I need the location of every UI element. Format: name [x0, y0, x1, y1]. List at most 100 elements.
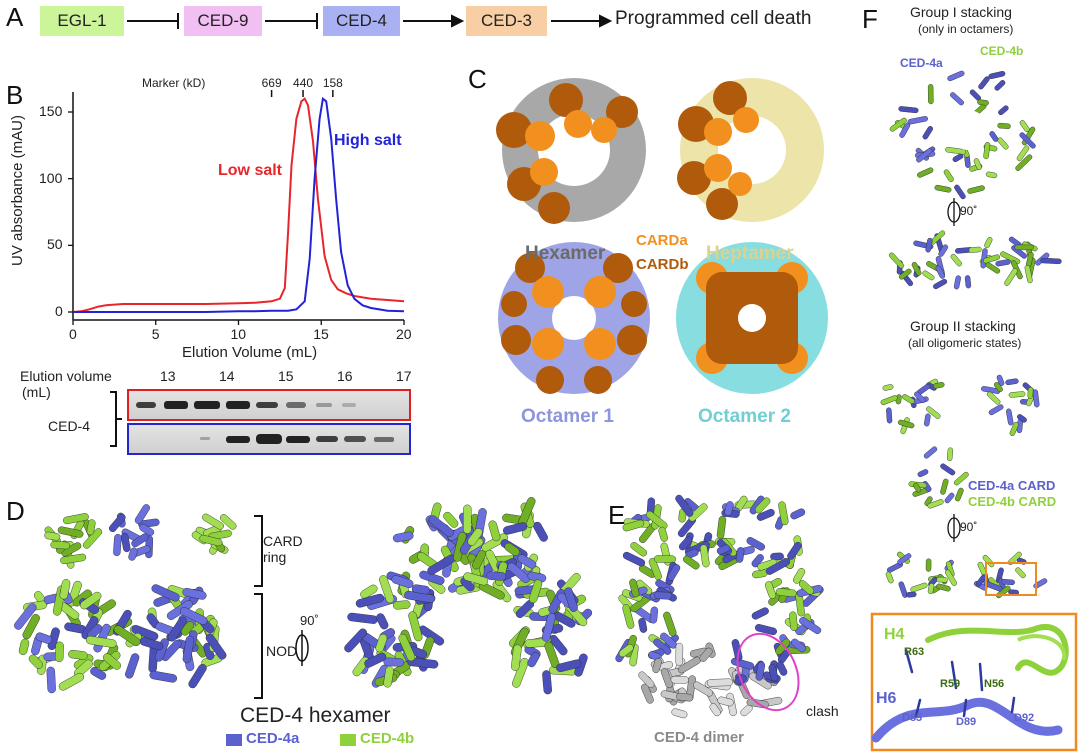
group1-top-view	[889, 70, 1036, 200]
zoom-h6: H6	[876, 690, 897, 707]
label-cardb: CARDb	[636, 256, 689, 273]
panel-label-f: F	[862, 4, 878, 34]
x-tick-label: 10	[230, 326, 247, 342]
node-ced4: CED-4	[323, 6, 400, 36]
x-tick-label: 0	[69, 326, 77, 342]
node-ced4-label: CED-4	[335, 11, 387, 30]
legend-low-salt: Low salt	[218, 162, 283, 179]
group2-subtitle: (all oligomeric states)	[908, 336, 1022, 350]
label-dimer: CED-4 dimer	[654, 729, 745, 746]
group1-title: Group I stacking	[910, 4, 1012, 20]
panel-label-d: D	[6, 496, 25, 526]
y-tick-label: 150	[39, 103, 63, 119]
hexamer-title: CED-4 hexamer	[240, 704, 391, 727]
residue-r63: R63	[904, 646, 925, 658]
legend-ced4b: CED-4b	[360, 730, 415, 747]
hexamer-structures	[14, 497, 593, 699]
node-egl1-label: EGL-1	[57, 11, 107, 30]
hexamer-side-view	[14, 504, 237, 694]
label-hexamer: Hexamer	[525, 243, 606, 264]
gel-title: Elution volume	[20, 368, 112, 384]
card-stacking-structures	[870, 70, 1078, 752]
dimer-clash-structure	[615, 494, 824, 719]
y-tick-label: 50	[47, 236, 63, 253]
legend-swatch-b	[340, 734, 356, 746]
f-label-ced4b: CED-4b	[980, 44, 1024, 58]
residue-d92: D92	[1014, 712, 1035, 724]
hexamer-top-view	[344, 497, 593, 695]
pathway-arrows	[127, 13, 613, 29]
octamer1-map	[498, 242, 650, 394]
gel-bracket	[110, 391, 122, 447]
f-label-card-b: CED-4b CARD	[968, 494, 1057, 509]
gel-fraction-label: 13	[160, 368, 176, 384]
x-axis-label: Elution Volume (mL)	[182, 344, 318, 361]
label-rotation-d: 90˚	[300, 613, 319, 628]
node-egl1: EGL-1	[40, 6, 124, 36]
group1-subtitle: (only in octamers)	[918, 22, 1014, 36]
x-tick-label: 20	[396, 326, 412, 342]
panel-label-b: B	[6, 80, 24, 110]
group2-view-b	[885, 551, 1048, 599]
pathway-end: Programmed cell death	[615, 8, 812, 29]
series-line-high-salt	[73, 96, 405, 313]
node-ced9-label: CED-9	[197, 11, 249, 30]
ced4-ring	[615, 494, 824, 667]
group2-title: Group II stacking	[910, 318, 1016, 334]
residue-r59: R59	[940, 678, 961, 690]
panel-label-e: E	[608, 500, 626, 530]
zoom-region-box	[985, 562, 1037, 596]
series-line-low-salt	[72, 97, 405, 313]
legend-ced4a: CED-4a	[246, 730, 300, 747]
residue-d89: D89	[956, 716, 977, 728]
residue-d85: D85	[902, 712, 923, 724]
y-axis-label: UV absorbance (mAU)	[8, 115, 26, 266]
chart-axes	[68, 90, 405, 325]
gel-fraction-label: 15	[278, 368, 294, 384]
nod-bracket	[254, 593, 263, 699]
node-ced3-label: CED-3	[480, 11, 532, 30]
label-nod: NOD	[266, 643, 298, 659]
node-ced3: CED-3	[466, 6, 547, 36]
gel-unit: (mL)	[22, 384, 51, 400]
node-ced9: CED-9	[184, 6, 262, 36]
gel-protein-label: CED-4	[48, 418, 91, 434]
octamer2-map	[676, 242, 828, 394]
x-tick-label: 5	[151, 326, 160, 342]
marker-label: 669	[261, 76, 282, 90]
zoom-h4: H4	[884, 626, 905, 643]
label-heptamer: Heptamer	[706, 243, 794, 264]
panel-label-a: A	[6, 2, 24, 32]
f-rotation-1: 90˚	[960, 204, 978, 218]
legend-swatch-a	[226, 734, 242, 746]
panel-label-c: C	[468, 64, 487, 94]
residue-n56: N56	[984, 678, 1005, 690]
f-label-ced4a: CED-4a	[900, 56, 943, 70]
label-octamer1: Octamer 1	[521, 406, 614, 427]
legend-high-salt: High salt	[334, 132, 402, 149]
gel-fraction-label: 14	[219, 368, 235, 384]
f-rotation-2: 90˚	[960, 520, 978, 534]
y-tick-label: 100	[39, 169, 63, 186]
group1-side-view	[888, 230, 1062, 290]
gel-fraction-label: 17	[396, 368, 412, 384]
y-tick-label: 0	[55, 303, 63, 319]
marker-label: 158	[322, 76, 343, 90]
f-label-card-a: CED-4a CARD	[968, 478, 1056, 493]
hexamer-map	[496, 78, 646, 224]
heptamer-map	[677, 78, 824, 222]
chart-series	[72, 96, 405, 313]
gel-fraction-label: 16	[337, 368, 353, 384]
clash-ellipse	[736, 632, 800, 712]
x-tick-label: 15	[313, 326, 329, 342]
label-carda: CARDa	[636, 232, 688, 249]
gel-blots	[127, 389, 411, 455]
marker-label: 440	[293, 76, 314, 90]
cryoem-maps	[496, 78, 828, 394]
zoom-detail	[871, 623, 1069, 743]
label-clash: clash	[806, 703, 839, 719]
label-card-ring: CARD ring	[263, 533, 303, 565]
label-octamer2: Octamer 2	[698, 406, 791, 427]
card-ring-bracket	[254, 515, 263, 587]
marker-title: Marker (kD)	[142, 76, 206, 90]
